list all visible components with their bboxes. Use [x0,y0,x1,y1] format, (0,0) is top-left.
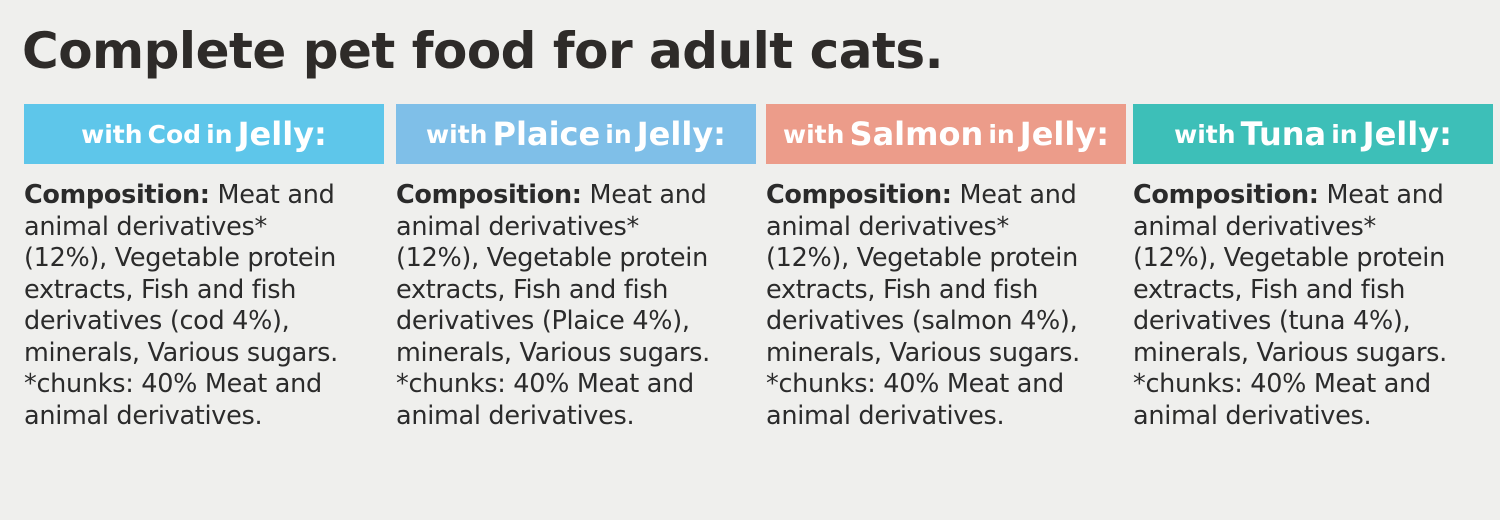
composition-line: minerals, Various sugars. [396,337,710,368]
composition-line: (12%), Vegetable protein [1133,243,1445,273]
badge-prefix: with [783,119,845,149]
badge-prefix: with [426,119,488,149]
composition-line: extracts, Fish and fish [766,274,1039,305]
composition-line: extracts, Fish and fish [1133,274,1406,305]
composition-line: derivatives (tuna 4%), [1133,306,1411,336]
composition-line: derivatives (cod 4%), [24,306,290,336]
badge-name: Plaice [492,115,601,153]
variant-plaice: with Plaice in Jelly: Composition: Meat … [396,104,756,432]
badge-name: Tuna [1240,115,1327,153]
composition-line: derivatives (Plaice 4%), [396,306,690,336]
page-title: Complete pet food for adult cats. [22,22,944,80]
composition-line: animal derivatives* [766,211,1009,242]
badge-prefix: with [1174,119,1236,149]
composition-label: Composition: [766,180,952,210]
badge-name: Salmon [849,115,984,153]
composition-line: extracts, Fish and fish [396,274,669,305]
composition-line: animal derivatives. [1133,400,1372,431]
composition-line: *chunks: 40% Meat and [396,369,694,399]
composition-line: extracts, Fish and fish [24,274,297,305]
badge-mid: in [605,119,632,149]
variant-salmon: with Salmon in Jelly: Composition: Meat … [766,104,1126,432]
composition-text: Composition: Meat and animal derivatives… [766,180,1126,432]
variant-badge-cod: with Cod in Jelly: [24,104,384,164]
composition-text: Composition: Meat and animal derivatives… [24,180,384,432]
composition-label: Composition: [396,180,582,210]
composition-line: (12%), Vegetable protein [766,243,1078,273]
composition-line: animal derivatives. [24,400,263,431]
badge-suffix: Jelly: [237,115,327,153]
composition-line: derivatives (salmon 4%), [766,306,1078,336]
composition-line: animal derivatives. [766,400,1005,431]
composition-line: minerals, Various sugars. [24,337,338,368]
badge-name: Cod [147,119,202,149]
composition-line: *chunks: 40% Meat and [1133,369,1431,399]
composition-line: *chunks: 40% Meat and [766,369,1064,399]
composition-line: (12%), Vegetable protein [24,243,336,273]
composition-line: (12%), Vegetable protein [396,243,708,273]
composition-label: Composition: [24,180,210,210]
badge-suffix: Jelly: [1019,115,1109,153]
badge-mid: in [1331,119,1358,149]
variant-tuna: with Tuna in Jelly: Composition: Meat an… [1133,104,1493,432]
composition-line: Meat and [1326,180,1444,210]
composition-line: minerals, Various sugars. [766,337,1080,368]
composition-line: animal derivatives* [24,211,267,242]
variant-cod: with Cod in Jelly: Composition: Meat and… [24,104,384,432]
badge-mid: in [988,119,1015,149]
composition-line: Meat and [589,180,707,210]
composition-line: Meat and [217,180,335,210]
variant-badge-salmon: with Salmon in Jelly: [766,104,1126,164]
badge-mid: in [206,119,233,149]
badge-suffix: Jelly: [1362,115,1452,153]
composition-label: Composition: [1133,180,1319,210]
badge-prefix: with [81,119,143,149]
variant-badge-plaice: with Plaice in Jelly: [396,104,756,164]
badge-suffix: Jelly: [636,115,726,153]
composition-line: animal derivatives* [396,211,639,242]
composition-line: animal derivatives* [1133,211,1376,242]
composition-line: *chunks: 40% Meat and [24,369,322,399]
composition-text: Composition: Meat and animal derivatives… [396,180,756,432]
composition-line: animal derivatives. [396,400,635,431]
composition-line: Meat and [959,180,1077,210]
composition-line: minerals, Various sugars. [1133,337,1447,368]
composition-text: Composition: Meat and animal derivatives… [1133,180,1493,432]
variant-badge-tuna: with Tuna in Jelly: [1133,104,1493,164]
